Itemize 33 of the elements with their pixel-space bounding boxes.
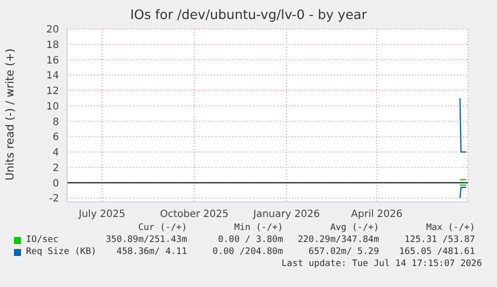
text: 125.31 /53.87 [404,234,475,246]
text: 165.05 /481.61 [398,246,475,258]
text: 220.29m/347.84m [296,234,379,246]
y-tick-label: 4 [52,148,59,159]
text: Min (-/+) [233,222,283,234]
text: 350.89m/251.43m [104,234,187,246]
legend-label: IO/sec [26,234,60,246]
text: 657.02m/ 5.29 [308,246,379,258]
y-tick-label: 6 [52,132,59,144]
y-tick-label: 16 [46,55,59,66]
y-tick-label: 18 [46,40,59,51]
y-tick-label: 14 [46,70,59,82]
text: Last update: Tue Jul 14 17:15:07 2026 [280,258,482,270]
text: Max (-/+) [425,222,475,234]
y-tick-label: 2 [52,162,59,174]
x-tick-label: April 2026 [351,209,403,220]
text: Avg (-/+) [329,222,379,234]
y-tick-label: -2 [49,194,59,205]
x-tick-label: July 2025 [78,209,126,220]
text: 0.00 / 3.80m [216,234,283,246]
y-tick-label: 12 [46,86,59,98]
chart-title: IOs for /dev/ubuntu-vg/lv-0 - by year [129,8,368,23]
y-tick-label: 20 [46,24,59,36]
y-axis-title: Units read (-) / write (+) [4,48,16,180]
y-tick-label: 8 [52,116,59,128]
y-tick-label: 0 [52,178,59,190]
x-tick-label: January 2026 [252,209,320,220]
x-tick-label: October 2025 [160,209,229,220]
y-tick-label: 10 [46,101,59,112]
text: 458.36m/ 4.11 [116,247,187,257]
text: 0.00 /204.80m [212,246,283,258]
text: Cur (-/+) [137,222,187,234]
legend-label: Req Size (KB) [26,246,96,258]
